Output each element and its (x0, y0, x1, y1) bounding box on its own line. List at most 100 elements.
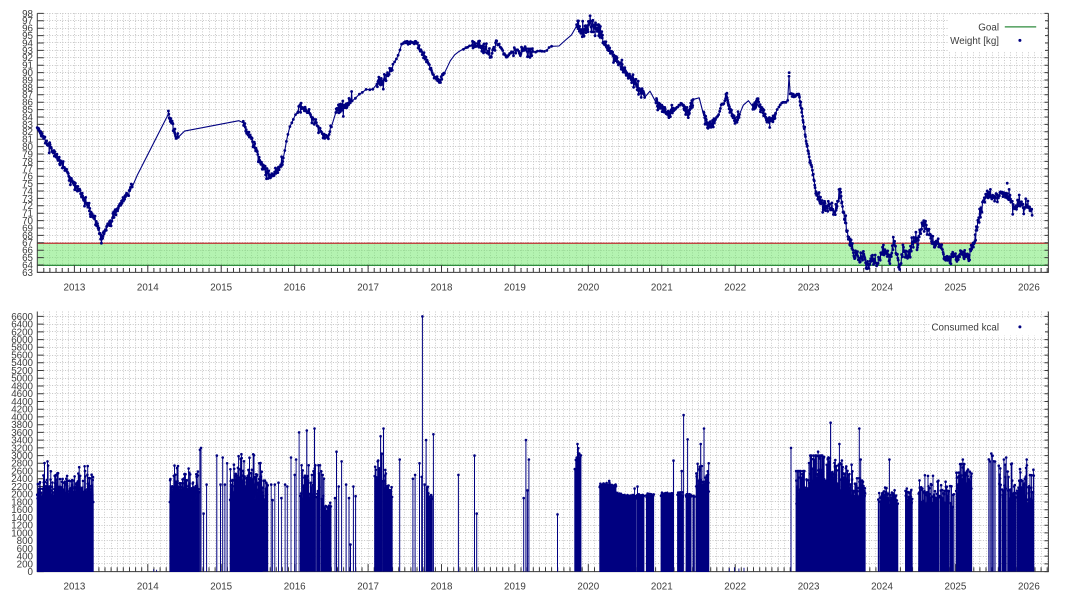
svg-text:75: 75 (22, 179, 33, 190)
svg-text:4200: 4200 (11, 405, 33, 416)
svg-text:2200: 2200 (11, 482, 33, 493)
svg-text:2017: 2017 (357, 582, 379, 593)
svg-text:88: 88 (22, 83, 33, 94)
svg-text:400: 400 (17, 552, 34, 563)
svg-text:4600: 4600 (11, 389, 33, 400)
svg-text:5800: 5800 (11, 343, 33, 354)
svg-text:2022: 2022 (724, 282, 746, 293)
svg-text:67: 67 (22, 238, 33, 249)
svg-text:200: 200 (17, 559, 34, 570)
svg-text:66: 66 (22, 246, 33, 257)
svg-text:79: 79 (22, 149, 33, 160)
svg-text:2016: 2016 (284, 582, 306, 593)
svg-text:97: 97 (22, 16, 33, 27)
svg-text:3000: 3000 (11, 451, 33, 462)
svg-text:1200: 1200 (11, 521, 33, 532)
svg-text:2016: 2016 (284, 282, 306, 293)
svg-text:71: 71 (22, 209, 33, 220)
svg-text:2014: 2014 (137, 282, 159, 293)
svg-text:2026: 2026 (1018, 582, 1040, 593)
svg-text:65: 65 (22, 253, 33, 264)
svg-text:2018: 2018 (431, 282, 453, 293)
svg-text:2020: 2020 (577, 282, 599, 293)
svg-text:2018: 2018 (431, 582, 453, 593)
svg-text:2020: 2020 (577, 582, 599, 593)
svg-text:6200: 6200 (11, 327, 33, 338)
svg-text:2022: 2022 (724, 582, 746, 593)
svg-text:78: 78 (22, 157, 33, 168)
svg-text:87: 87 (22, 90, 33, 101)
svg-text:96: 96 (22, 24, 33, 35)
svg-text:1800: 1800 (11, 497, 33, 508)
svg-text:Goal: Goal (978, 22, 999, 33)
svg-text:3400: 3400 (11, 436, 33, 447)
svg-text:84: 84 (22, 112, 33, 123)
svg-text:6000: 6000 (11, 335, 33, 346)
svg-text:92: 92 (22, 53, 33, 64)
svg-text:77: 77 (22, 164, 33, 175)
svg-text:4800: 4800 (11, 381, 33, 392)
svg-text:91: 91 (22, 61, 33, 72)
svg-text:5400: 5400 (11, 358, 33, 369)
svg-text:2014: 2014 (137, 582, 159, 593)
svg-text:98: 98 (22, 9, 33, 20)
svg-text:2026: 2026 (1018, 282, 1040, 293)
svg-text:4000: 4000 (11, 412, 33, 423)
svg-text:2025: 2025 (945, 282, 967, 293)
svg-text:93: 93 (22, 46, 33, 57)
svg-text:2023: 2023 (798, 582, 820, 593)
svg-text:90: 90 (22, 68, 33, 79)
svg-text:89: 89 (22, 75, 33, 86)
svg-text:94: 94 (22, 38, 33, 49)
svg-text:2024: 2024 (871, 582, 893, 593)
svg-text:2800: 2800 (11, 459, 33, 470)
svg-text:2015: 2015 (210, 582, 232, 593)
svg-text:2019: 2019 (504, 582, 526, 593)
svg-text:80: 80 (22, 142, 33, 153)
svg-text:3200: 3200 (11, 443, 33, 454)
svg-text:5000: 5000 (11, 374, 33, 385)
svg-text:Weight [kg]: Weight [kg] (950, 36, 999, 47)
svg-text:1600: 1600 (11, 505, 33, 516)
svg-text:3600: 3600 (11, 428, 33, 439)
svg-text:83: 83 (22, 120, 33, 131)
svg-text:74: 74 (22, 186, 33, 197)
svg-text:68: 68 (22, 231, 33, 242)
svg-text:5600: 5600 (11, 351, 33, 362)
svg-text:86: 86 (22, 98, 33, 109)
svg-text:1000: 1000 (11, 528, 33, 539)
svg-text:0: 0 (28, 567, 34, 578)
svg-text:2400: 2400 (11, 474, 33, 485)
svg-text:82: 82 (22, 127, 33, 138)
svg-text:76: 76 (22, 172, 33, 183)
svg-text:2025: 2025 (945, 582, 967, 593)
svg-text:2600: 2600 (11, 467, 33, 478)
svg-text:63: 63 (22, 268, 33, 279)
svg-text:73: 73 (22, 194, 33, 205)
svg-text:6400: 6400 (11, 320, 33, 331)
svg-text:2013: 2013 (64, 282, 86, 293)
svg-text:2024: 2024 (871, 282, 893, 293)
svg-text:81: 81 (22, 135, 33, 146)
svg-text:2015: 2015 (210, 282, 232, 293)
svg-text:2021: 2021 (651, 582, 673, 593)
svg-text:6600: 6600 (11, 312, 33, 323)
svg-text:5200: 5200 (11, 366, 33, 377)
svg-text:70: 70 (22, 216, 33, 227)
svg-text:2017: 2017 (357, 282, 379, 293)
svg-text:64: 64 (22, 260, 33, 271)
svg-text:2023: 2023 (798, 282, 820, 293)
svg-text:69: 69 (22, 223, 33, 234)
svg-text:4400: 4400 (11, 397, 33, 408)
svg-text:2021: 2021 (651, 282, 673, 293)
svg-text:800: 800 (17, 536, 34, 547)
svg-text:1400: 1400 (11, 513, 33, 524)
svg-text:95: 95 (22, 31, 33, 42)
svg-text:2000: 2000 (11, 490, 33, 501)
svg-text:85: 85 (22, 105, 33, 116)
svg-text:2013: 2013 (64, 582, 86, 593)
svg-text:3800: 3800 (11, 420, 33, 431)
svg-text:Consumed kcal: Consumed kcal (931, 322, 999, 333)
svg-text:72: 72 (22, 201, 33, 212)
svg-text:600: 600 (17, 544, 34, 555)
